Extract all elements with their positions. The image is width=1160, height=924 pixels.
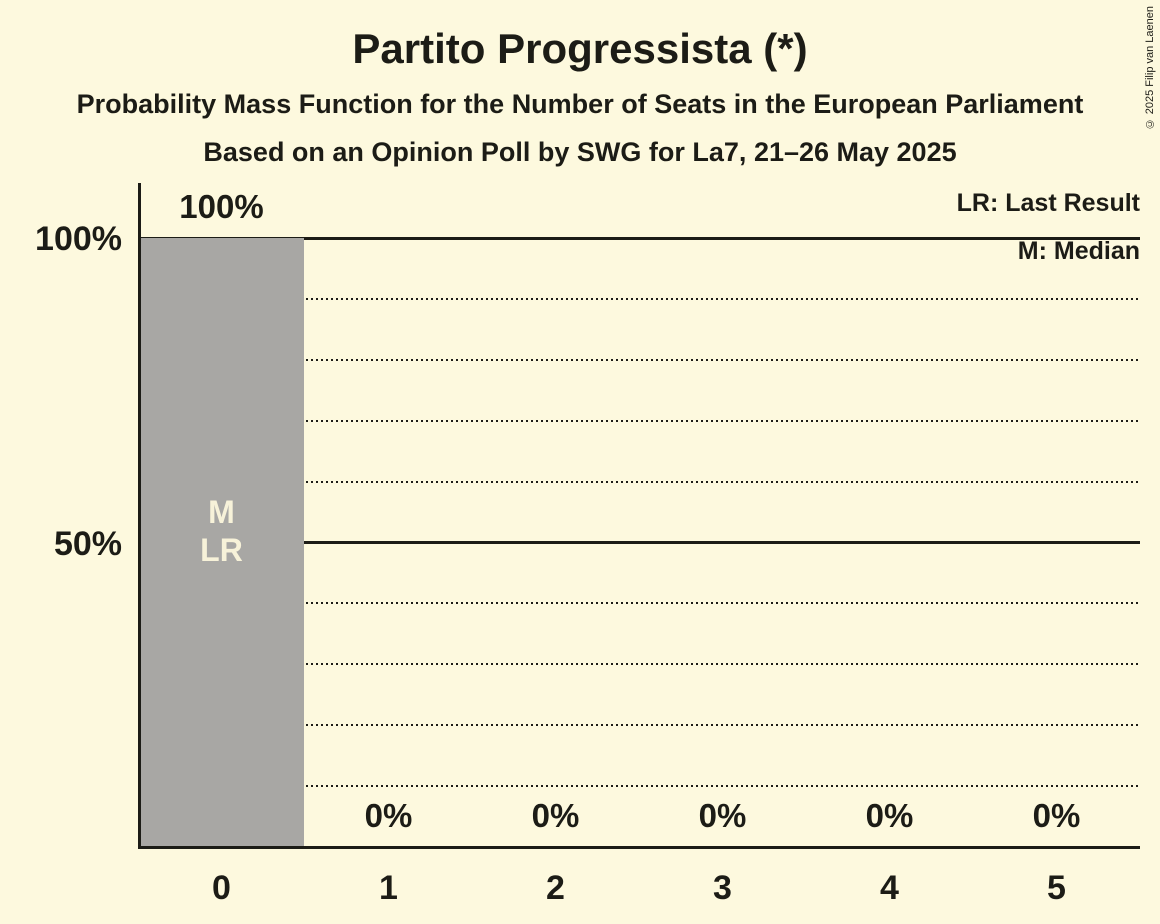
gridline-solid-100 bbox=[141, 236, 1140, 240]
gridline-dotted-10 bbox=[141, 785, 1140, 788]
bar-value-label-2: 0% bbox=[531, 797, 580, 834]
legend-last-result: LR: Last Result bbox=[956, 189, 1140, 217]
y-axis-line bbox=[138, 183, 141, 849]
bar-value-label-4: 0% bbox=[865, 797, 914, 834]
gridline-dotted-60 bbox=[141, 480, 1140, 483]
median-last-result-marker: M LR bbox=[140, 493, 304, 569]
gridline-dotted-30 bbox=[141, 663, 1140, 666]
y-tick-label-50: 50% bbox=[53, 524, 122, 563]
bar-seats-0 bbox=[139, 238, 304, 847]
x-tick-label-2: 2 bbox=[546, 869, 565, 907]
legend-median: M: Median bbox=[1017, 237, 1140, 265]
gridline-dotted-80 bbox=[141, 358, 1140, 361]
bar-value-label-0: 100% bbox=[179, 188, 264, 225]
x-tick-label-3: 3 bbox=[713, 869, 732, 907]
marker-line-m: M bbox=[208, 493, 235, 530]
y-tick-label-100: 100% bbox=[35, 220, 122, 258]
gridline-dotted-90 bbox=[141, 297, 1140, 300]
x-tick-label-5: 5 bbox=[1047, 869, 1066, 907]
bar-value-label-3: 0% bbox=[698, 797, 747, 834]
gridline-dotted-70 bbox=[141, 419, 1140, 422]
chart-title: Partito Progressista (*) bbox=[352, 25, 808, 72]
bar-value-label-1: 0% bbox=[364, 797, 413, 834]
gridline-dotted-20 bbox=[141, 724, 1140, 727]
bar-value-label-5: 0% bbox=[1032, 797, 1081, 834]
x-tick-label-0: 0 bbox=[212, 869, 231, 907]
x-axis-line bbox=[138, 846, 1140, 849]
gridline-solid-50 bbox=[141, 541, 1140, 544]
poll-source-line: Based on an Opinion Poll by SWG for La7,… bbox=[203, 137, 957, 167]
x-tick-label-4: 4 bbox=[880, 869, 899, 907]
copyright-notice: © 2025 Filip van Laenen bbox=[1144, 6, 1156, 130]
x-tick-label-1: 1 bbox=[379, 869, 398, 907]
marker-line-lr: LR bbox=[200, 531, 243, 568]
chart-subtitle: Probability Mass Function for the Number… bbox=[76, 89, 1084, 119]
gridline-dotted-40 bbox=[141, 602, 1140, 605]
